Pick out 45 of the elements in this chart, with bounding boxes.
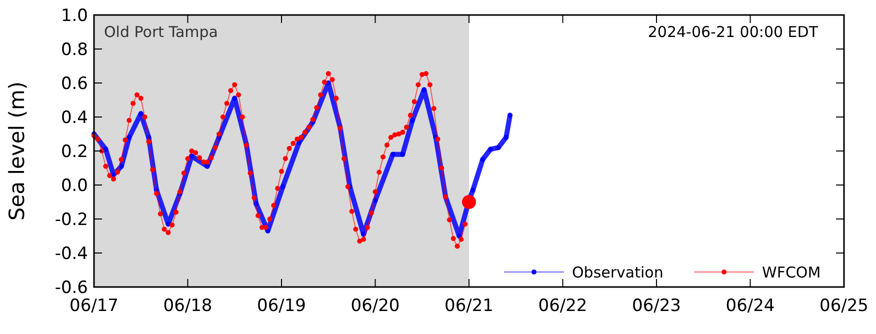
- point: [462, 195, 476, 209]
- y-axis-title: Sea level (m): [5, 81, 29, 221]
- point: [390, 152, 396, 157]
- point: [508, 112, 513, 118]
- point: [400, 152, 406, 157]
- point: [146, 134, 152, 140]
- point: [372, 198, 378, 203]
- y-tick-label: 1.0: [60, 6, 88, 26]
- point: [422, 87, 427, 92]
- x-tick-label: 06/21: [444, 296, 494, 316]
- legend-label: WFCOM: [762, 263, 821, 282]
- point: [488, 146, 493, 152]
- y-tick-label: 0.2: [60, 142, 88, 162]
- point: [138, 111, 144, 116]
- y-tick-label: -0.4: [54, 244, 88, 264]
- x-tick-label: 06/20: [350, 296, 400, 316]
- point: [166, 222, 171, 227]
- y-tick-label: 0.6: [60, 74, 88, 94]
- point: [361, 232, 366, 237]
- point: [118, 164, 124, 169]
- y-tick-label: -0.6: [54, 278, 88, 298]
- point: [410, 118, 415, 123]
- point: [480, 157, 486, 162]
- point: [254, 201, 259, 206]
- y-tick-label: -0.2: [54, 210, 88, 230]
- point: [496, 145, 501, 150]
- x-tick-label: 06/23: [632, 296, 681, 316]
- point: [189, 154, 194, 159]
- x-tick-label: 06/22: [538, 296, 588, 316]
- point: [280, 184, 286, 190]
- point: [470, 188, 476, 193]
- y-tick-label: 0.8: [60, 40, 88, 60]
- y-tick-label: 0.4: [60, 108, 88, 128]
- band-label: Old Port Tampa: [104, 23, 218, 41]
- y-tick-label: 0.0: [60, 176, 88, 196]
- annotation: 2024-06-21 00:00 EDT: [648, 23, 819, 41]
- legend-label: Observation: [572, 263, 664, 282]
- x-tick-label: 06/18: [163, 296, 212, 316]
- point: [126, 134, 132, 140]
- point: [232, 96, 238, 101]
- x-tick-label: 06/25: [820, 296, 868, 316]
- point: [504, 134, 509, 140]
- x-tick-label: 06/19: [257, 296, 306, 316]
- x-tick-label: 06/24: [726, 296, 775, 316]
- x-tick-label: 06/17: [70, 296, 118, 316]
